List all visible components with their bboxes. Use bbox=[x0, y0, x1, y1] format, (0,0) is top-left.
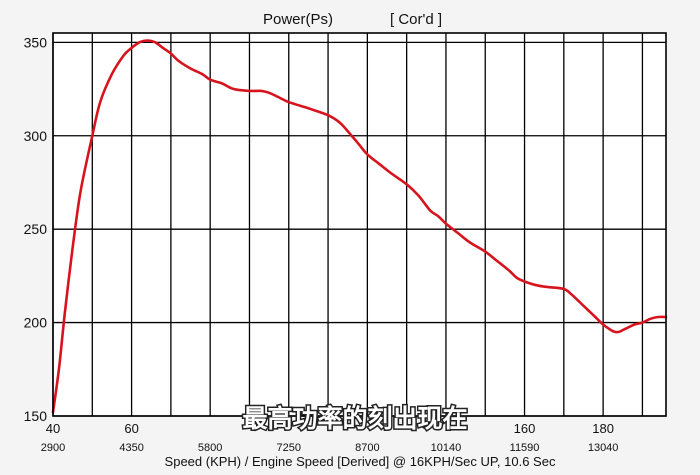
y-tick-label: 250 bbox=[24, 221, 48, 237]
plot-border bbox=[52, 32, 667, 417]
x-rpm-tick-label: 13040 bbox=[588, 442, 619, 454]
x-rpm-tick-label: 2900 bbox=[41, 442, 65, 454]
x-speed-tick-label: 60 bbox=[124, 421, 138, 436]
x-rpm-tick-label: 8700 bbox=[355, 442, 379, 454]
x-rpm-tick-label: 10140 bbox=[431, 442, 462, 454]
power-series-line bbox=[51, 39, 668, 414]
x-rpm-tick-label: 7250 bbox=[277, 442, 301, 454]
x-speed-tick-label: 40 bbox=[46, 421, 60, 436]
x-axis-label: Speed (KPH) / Engine Speed [Derived] @ 1… bbox=[165, 454, 556, 469]
x-rpm-tick-label: 4350 bbox=[119, 442, 143, 454]
x-axis-ticks: 40 60 160 180 2900 4350 5800 7250 8700 10140 11590… bbox=[41, 421, 619, 454]
y-tick-label: 300 bbox=[24, 128, 48, 144]
y-tick-label: 200 bbox=[24, 315, 48, 331]
y-tick-label: 150 bbox=[24, 408, 48, 424]
video-subtitle: 最高功率的刻出现在 bbox=[242, 404, 467, 433]
plot-area bbox=[53, 33, 666, 416]
x-speed-tick-label: 160 bbox=[514, 421, 536, 436]
x-speed-tick-label: 180 bbox=[592, 421, 614, 436]
chart-title: Power(Ps) bbox=[263, 11, 333, 28]
chart-title-suffix: [ Cor'd ] bbox=[390, 11, 442, 28]
x-rpm-tick-label: 5800 bbox=[198, 442, 222, 454]
x-rpm-tick-label: 11590 bbox=[510, 442, 540, 454]
y-axis-ticks: 150 200 250 300 350 bbox=[24, 34, 48, 424]
y-tick-label: 350 bbox=[24, 34, 48, 50]
